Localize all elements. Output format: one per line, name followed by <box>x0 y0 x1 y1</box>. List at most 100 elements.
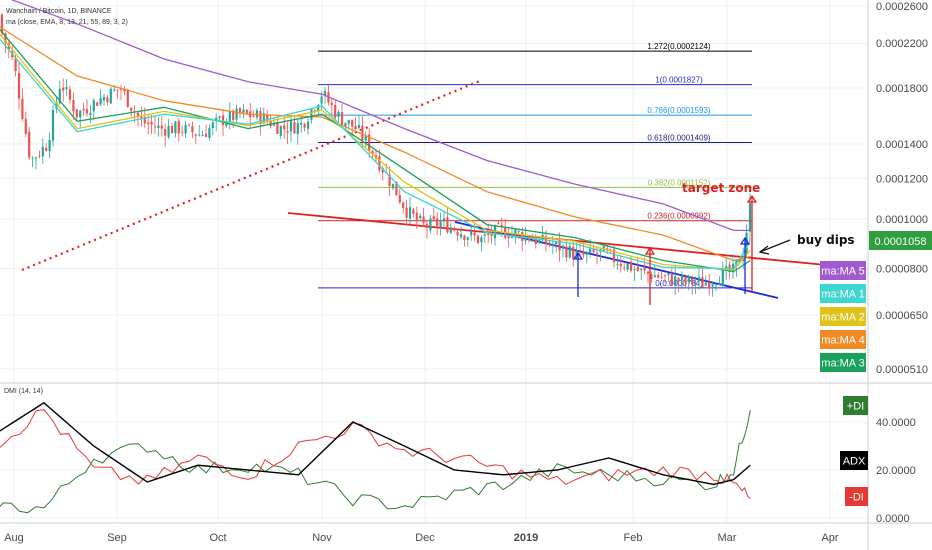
candle-body <box>398 195 401 203</box>
candle-body <box>89 112 92 115</box>
candle-body <box>235 108 238 120</box>
candle-body <box>242 109 245 113</box>
candle-body <box>99 98 102 105</box>
candle-body <box>446 217 449 233</box>
candle-body <box>595 252 599 254</box>
candle-body <box>670 274 673 285</box>
candle-body <box>395 181 398 196</box>
legend-badge-ma4: ma:MA 4 <box>820 330 866 349</box>
moving-averages <box>0 0 751 273</box>
candle-body <box>663 275 667 277</box>
candle-body <box>208 128 211 138</box>
candle-body <box>527 236 531 241</box>
candle-body <box>293 122 296 134</box>
candles <box>0 13 752 297</box>
candle-body <box>466 237 469 240</box>
adx-badge-bg <box>840 451 868 470</box>
candle-body <box>738 259 741 263</box>
time-tick-label: Mar <box>718 532 737 544</box>
buy-dips-pointer <box>759 239 791 253</box>
candle-body <box>164 129 167 136</box>
candle-body <box>75 109 78 118</box>
candle-body <box>521 232 524 241</box>
candle-body <box>123 89 126 92</box>
candle-body <box>116 89 119 91</box>
candle-body <box>255 110 259 118</box>
last-price-bg <box>869 231 932 250</box>
plus-di-badge-text: +DI <box>847 401 864 413</box>
candle-body <box>351 119 354 127</box>
legend-badge-ma2: ma:MA 1 <box>820 284 866 303</box>
candle-body <box>245 109 248 114</box>
candle-body <box>82 109 85 111</box>
candle-body <box>558 239 561 251</box>
target-zone-label: target zone <box>682 181 760 195</box>
candle-body <box>150 121 153 125</box>
candle-body <box>92 100 95 112</box>
candle-body <box>381 168 384 173</box>
candle-body <box>517 231 520 232</box>
candle-body <box>640 268 643 270</box>
candle-body <box>582 251 585 256</box>
candle-body <box>419 215 422 219</box>
candle-body <box>225 121 228 126</box>
candle-body <box>160 125 163 129</box>
candle-body <box>340 112 344 126</box>
candle-body <box>507 236 510 238</box>
candle-body <box>463 235 466 240</box>
candle-body <box>476 235 480 243</box>
candle-body <box>633 269 636 270</box>
candle-body <box>204 134 208 137</box>
ma-label: ma (close, EMA, 8, 13, 21, 55, 89, 3, 2) <box>6 19 128 26</box>
candle-body <box>126 89 129 107</box>
price-tick-label: 0.0002200 <box>876 38 928 50</box>
arrow-head <box>746 194 758 203</box>
candle-body <box>408 207 412 219</box>
candle-body <box>334 104 337 118</box>
candle-body <box>130 107 133 111</box>
candle-body <box>657 274 660 278</box>
last-price-badge: 0.0001058 <box>869 231 932 250</box>
dmi-tick-label: 40.0000 <box>876 417 916 429</box>
candle-body <box>102 96 106 101</box>
candle-body <box>279 126 282 136</box>
candle-body <box>497 223 500 225</box>
candle-body <box>565 246 568 258</box>
candle-body <box>531 240 534 242</box>
series-ma-ma-4 <box>0 26 751 262</box>
candle-body <box>276 122 279 135</box>
candle-body <box>58 88 61 104</box>
candle-body <box>561 245 565 249</box>
candle-body <box>218 116 221 119</box>
candle-body <box>269 120 272 127</box>
candle-body <box>317 104 320 112</box>
candle-body <box>391 183 395 189</box>
dmi-label: DMI (14, 14) <box>4 388 43 395</box>
adx-badge: ADX <box>840 451 868 470</box>
adx-badge-text: ADX <box>843 456 866 468</box>
candle-body <box>266 114 269 121</box>
price-tick-label: 0.0001200 <box>876 173 928 185</box>
candle-body <box>194 134 197 136</box>
arrow-head <box>572 251 584 260</box>
candle-body <box>701 277 704 288</box>
candle-body <box>323 91 327 96</box>
candle-body <box>643 267 646 271</box>
time-tick-label: Feb <box>624 532 643 544</box>
candle-body <box>575 250 578 258</box>
series-ma-ma-3 <box>0 28 751 273</box>
candle-body <box>41 146 44 157</box>
candle-body <box>48 140 51 152</box>
candle-body <box>259 111 262 124</box>
dotted-support-trendline <box>21 78 483 272</box>
candle-body <box>473 232 476 236</box>
candle-body <box>548 242 551 246</box>
symbol-label: Wanchain / Bitcoin, 1D, BINANCE <box>6 8 112 15</box>
candle-body <box>17 73 21 99</box>
candle-body <box>215 117 218 121</box>
candle-body <box>167 126 170 138</box>
candle-body <box>425 224 429 229</box>
time-tick-label: Apr <box>821 532 838 544</box>
